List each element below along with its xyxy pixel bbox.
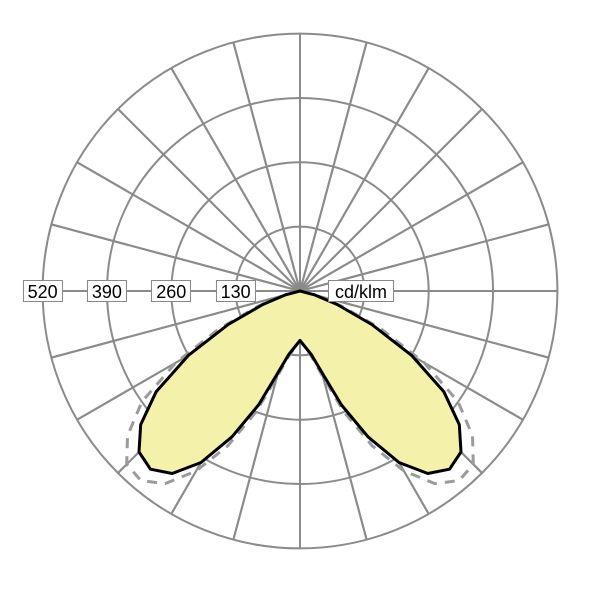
radial-label: 520: [23, 280, 63, 302]
radial-label: 260: [151, 280, 191, 302]
radial-label: 130: [216, 280, 256, 302]
unit-label: cd/klm: [328, 280, 394, 302]
radial-label: 390: [87, 280, 127, 302]
